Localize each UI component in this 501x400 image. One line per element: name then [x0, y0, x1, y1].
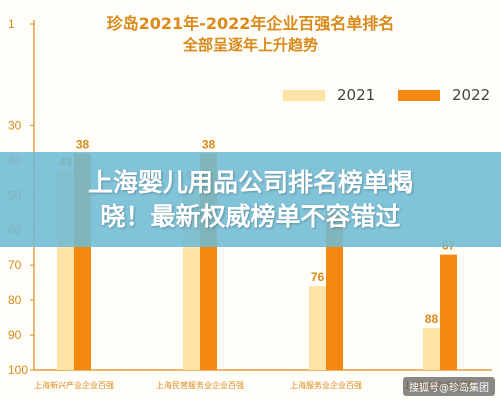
bar-2021 [423, 328, 440, 370]
x-category-label: 上海新兴产业企业百强 [34, 380, 114, 390]
data-label: 38 [202, 137, 216, 151]
y-tick-label: 1 [8, 17, 15, 31]
y-tick-label: 30 [8, 118, 22, 132]
legend-item-2022: 2022 [398, 86, 490, 104]
x-category-label: 上海民营服务业企业百强 [156, 380, 244, 390]
bar-2022 [326, 212, 343, 370]
data-label: 76 [311, 270, 325, 284]
legend-label-2022: 2022 [452, 86, 491, 104]
chart-title: 珍岛2021年-2022年企业百强名单排名 [106, 14, 395, 33]
banner-headline: 上海婴儿用品公司排名榜单揭 晓！最新权威榜单不容错过 [0, 166, 501, 234]
x-category-label: 上海服务业企业百强 [290, 380, 362, 390]
legend-item-2021: 2021 [283, 86, 375, 104]
legend-swatch-2022 [398, 89, 440, 101]
legend-swatch-2021 [283, 89, 325, 101]
bar-2022 [440, 254, 457, 370]
legend-label-2021: 2021 [337, 86, 376, 104]
y-tick-label: 90 [8, 328, 22, 342]
data-label: 38 [76, 137, 90, 151]
data-label: 88 [425, 312, 439, 326]
banner-line-2: 晓！最新权威榜单不容错过 [100, 202, 401, 231]
banner-line-1: 上海婴儿用品公司排名榜单揭 [87, 168, 413, 197]
watermark-badge: 搜狐号@珍岛集团 [403, 377, 495, 396]
overlay-banner: 上海婴儿用品公司排名榜单揭 晓！最新权威榜单不容错过 [0, 152, 501, 247]
y-tick-label: 100 [8, 363, 28, 377]
chart-subtitle: 全部呈逐年上升趋势 [182, 36, 318, 54]
bar-2021 [309, 286, 326, 370]
y-tick-label: 80 [8, 293, 22, 307]
y-tick-label: 70 [8, 258, 22, 272]
